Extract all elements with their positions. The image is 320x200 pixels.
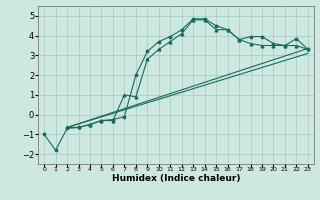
- X-axis label: Humidex (Indice chaleur): Humidex (Indice chaleur): [112, 174, 240, 183]
